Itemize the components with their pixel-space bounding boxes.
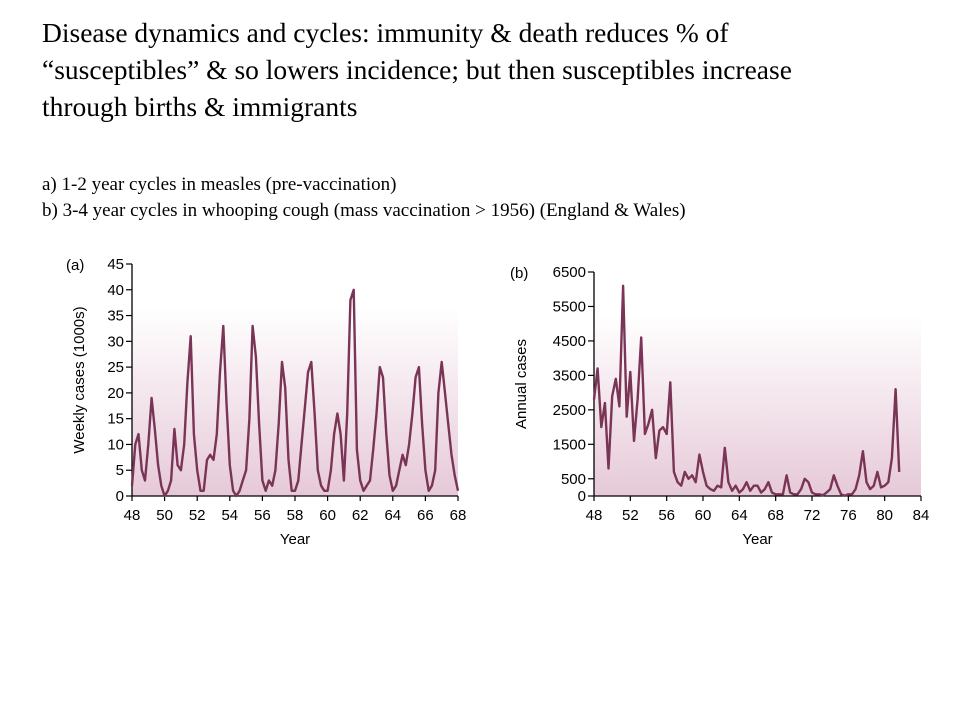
measles-chart: 0 5 10 15 20 25 30 35 40 45 48 50 52 54 56 58 60 62 64 66 68… (66, 256, 467, 548)
pertussis-x-tick-label: 52 (622, 507, 639, 524)
measles-x-tick-label: 48 (124, 507, 141, 524)
pertussis-plot-shading (594, 316, 921, 496)
pertussis-y-tick-label: 3500 (553, 367, 586, 384)
pertussis-y-tick-label: 500 (561, 471, 586, 488)
measles-x-tick-label: 54 (221, 507, 238, 524)
measles-x-tick-label: 58 (287, 507, 304, 524)
pertussis-x-axis-label: Year (742, 531, 772, 548)
pertussis-y-tick-label: 2500 (553, 402, 586, 419)
measles-y-tick-label: 20 (107, 385, 124, 402)
measles-x-tick-label: 62 (352, 507, 369, 524)
slide-title: Disease dynamics and cycles: immunity & … (42, 14, 932, 125)
pertussis-x-tick-label: 76 (840, 507, 857, 524)
pertussis-x-tick-label: 80 (876, 507, 893, 524)
pertussis-y-tick-label: 0 (578, 488, 586, 505)
title-line-2: “susceptibles” & so lowers incidence; bu… (42, 54, 792, 85)
measles-x-tick-label: 52 (189, 507, 206, 524)
pertussis-y-tick-label: 6500 (553, 264, 586, 281)
title-line-3: through births & immigrants (42, 91, 358, 122)
measles-x-tick-label: 56 (254, 507, 271, 524)
measles-y-tick-label: 30 (107, 333, 124, 350)
measles-panel-label: (a) (66, 257, 84, 274)
measles-y-tick-label: 45 (107, 256, 124, 273)
pertussis-x-tick-label: 72 (804, 507, 821, 524)
pertussis-x-tick-label: 68 (767, 507, 784, 524)
measles-x-tick-label: 64 (384, 507, 401, 524)
pertussis-x-tick-label: 64 (731, 507, 748, 524)
pertussis-x-tick-label: 60 (695, 507, 712, 524)
pertussis-y-tick-label: 5500 (553, 298, 586, 315)
pertussis-y-axis-label: Annual cases (513, 339, 530, 429)
measles-y-tick-label: 15 (107, 411, 124, 428)
pertussis-x-tick-label: 48 (586, 507, 603, 524)
measles-y-axis-label: Weekly cases (1000s) (71, 306, 88, 453)
measles-y-tick-label: 0 (116, 488, 124, 505)
pertussis-y-tick-label: 4500 (553, 333, 586, 350)
pertussis-panel-label: (b) (510, 265, 528, 282)
measles-x-tick-label: 68 (450, 507, 467, 524)
measles-x-axis-label: Year (280, 531, 310, 548)
chart-captions: a) 1-2 year cycles in measles (pre-vacci… (42, 172, 942, 224)
pertussis-x-tick-label: 84 (913, 507, 930, 524)
measles-x-tick-label: 66 (417, 507, 434, 524)
caption-b: b) 3-4 year cycles in whooping cough (ma… (42, 200, 686, 221)
measles-x-tick-label: 60 (319, 507, 336, 524)
pertussis-series-line (592, 284, 901, 497)
measles-y-tick-label: 25 (107, 359, 124, 376)
measles-y-tick-label: 5 (116, 462, 124, 479)
measles-y-tick-label: 10 (107, 436, 124, 453)
measles-y-tick-label: 40 (107, 282, 124, 299)
measles-y-tick-label: 35 (107, 308, 124, 325)
title-line-1: Disease dynamics and cycles: immunity & … (42, 17, 729, 48)
measles-series-line (130, 288, 460, 498)
pertussis-y-tick-label: 1500 (553, 436, 586, 453)
pertussis-x-tick-label: 56 (658, 507, 675, 524)
caption-a: a) 1-2 year cycles in measles (pre-vacci… (42, 174, 397, 195)
measles-x-tick-label: 50 (156, 507, 173, 524)
